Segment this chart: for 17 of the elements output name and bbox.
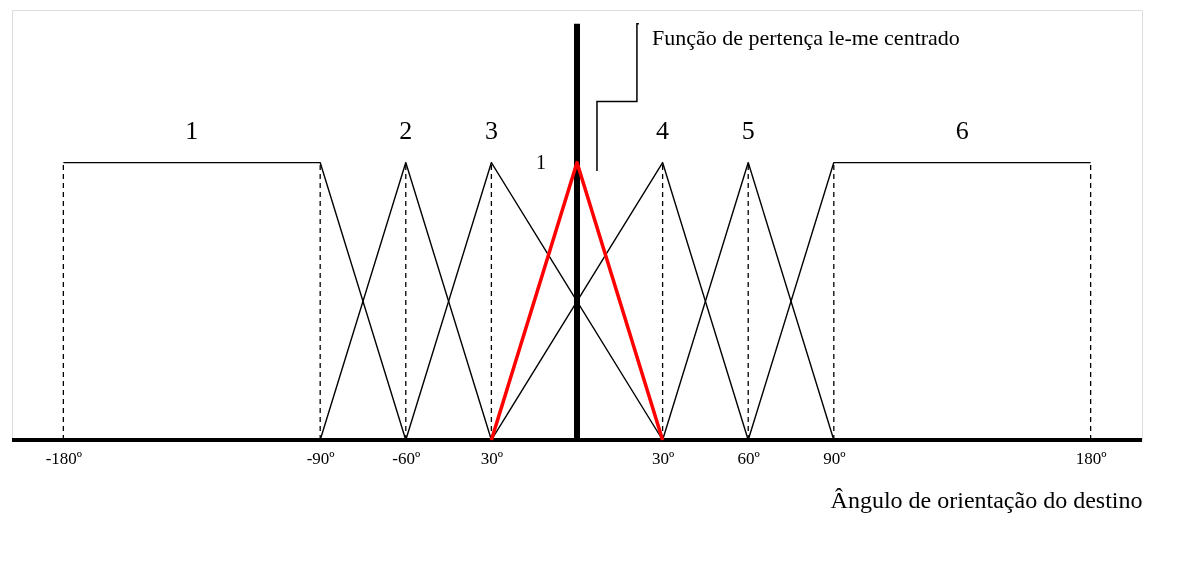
x-tick-label: 90º [823, 448, 846, 468]
annotation: 1 [536, 150, 546, 173]
series-label: 3 [484, 115, 498, 145]
x-tick-label: 180º [1075, 448, 1107, 468]
series-label: 2 [399, 115, 413, 145]
x-tick-label: -180º [45, 448, 83, 468]
x-tick-label: -60º [392, 448, 421, 468]
x-tick-label: -90º [306, 448, 335, 468]
x-tick-label: 30º [651, 448, 675, 468]
series-label: 6 [955, 115, 969, 145]
series-label: 1 [185, 115, 199, 145]
x-tick-label: 30º [480, 448, 504, 468]
x-tick-label: 60º [737, 448, 760, 468]
text: Função de pertença le-me centrado [652, 24, 960, 50]
x-axis-title: Ângulo de orientação do destino [830, 486, 1143, 513]
series-label: 5 [741, 115, 755, 145]
series-label: 4 [656, 115, 670, 145]
